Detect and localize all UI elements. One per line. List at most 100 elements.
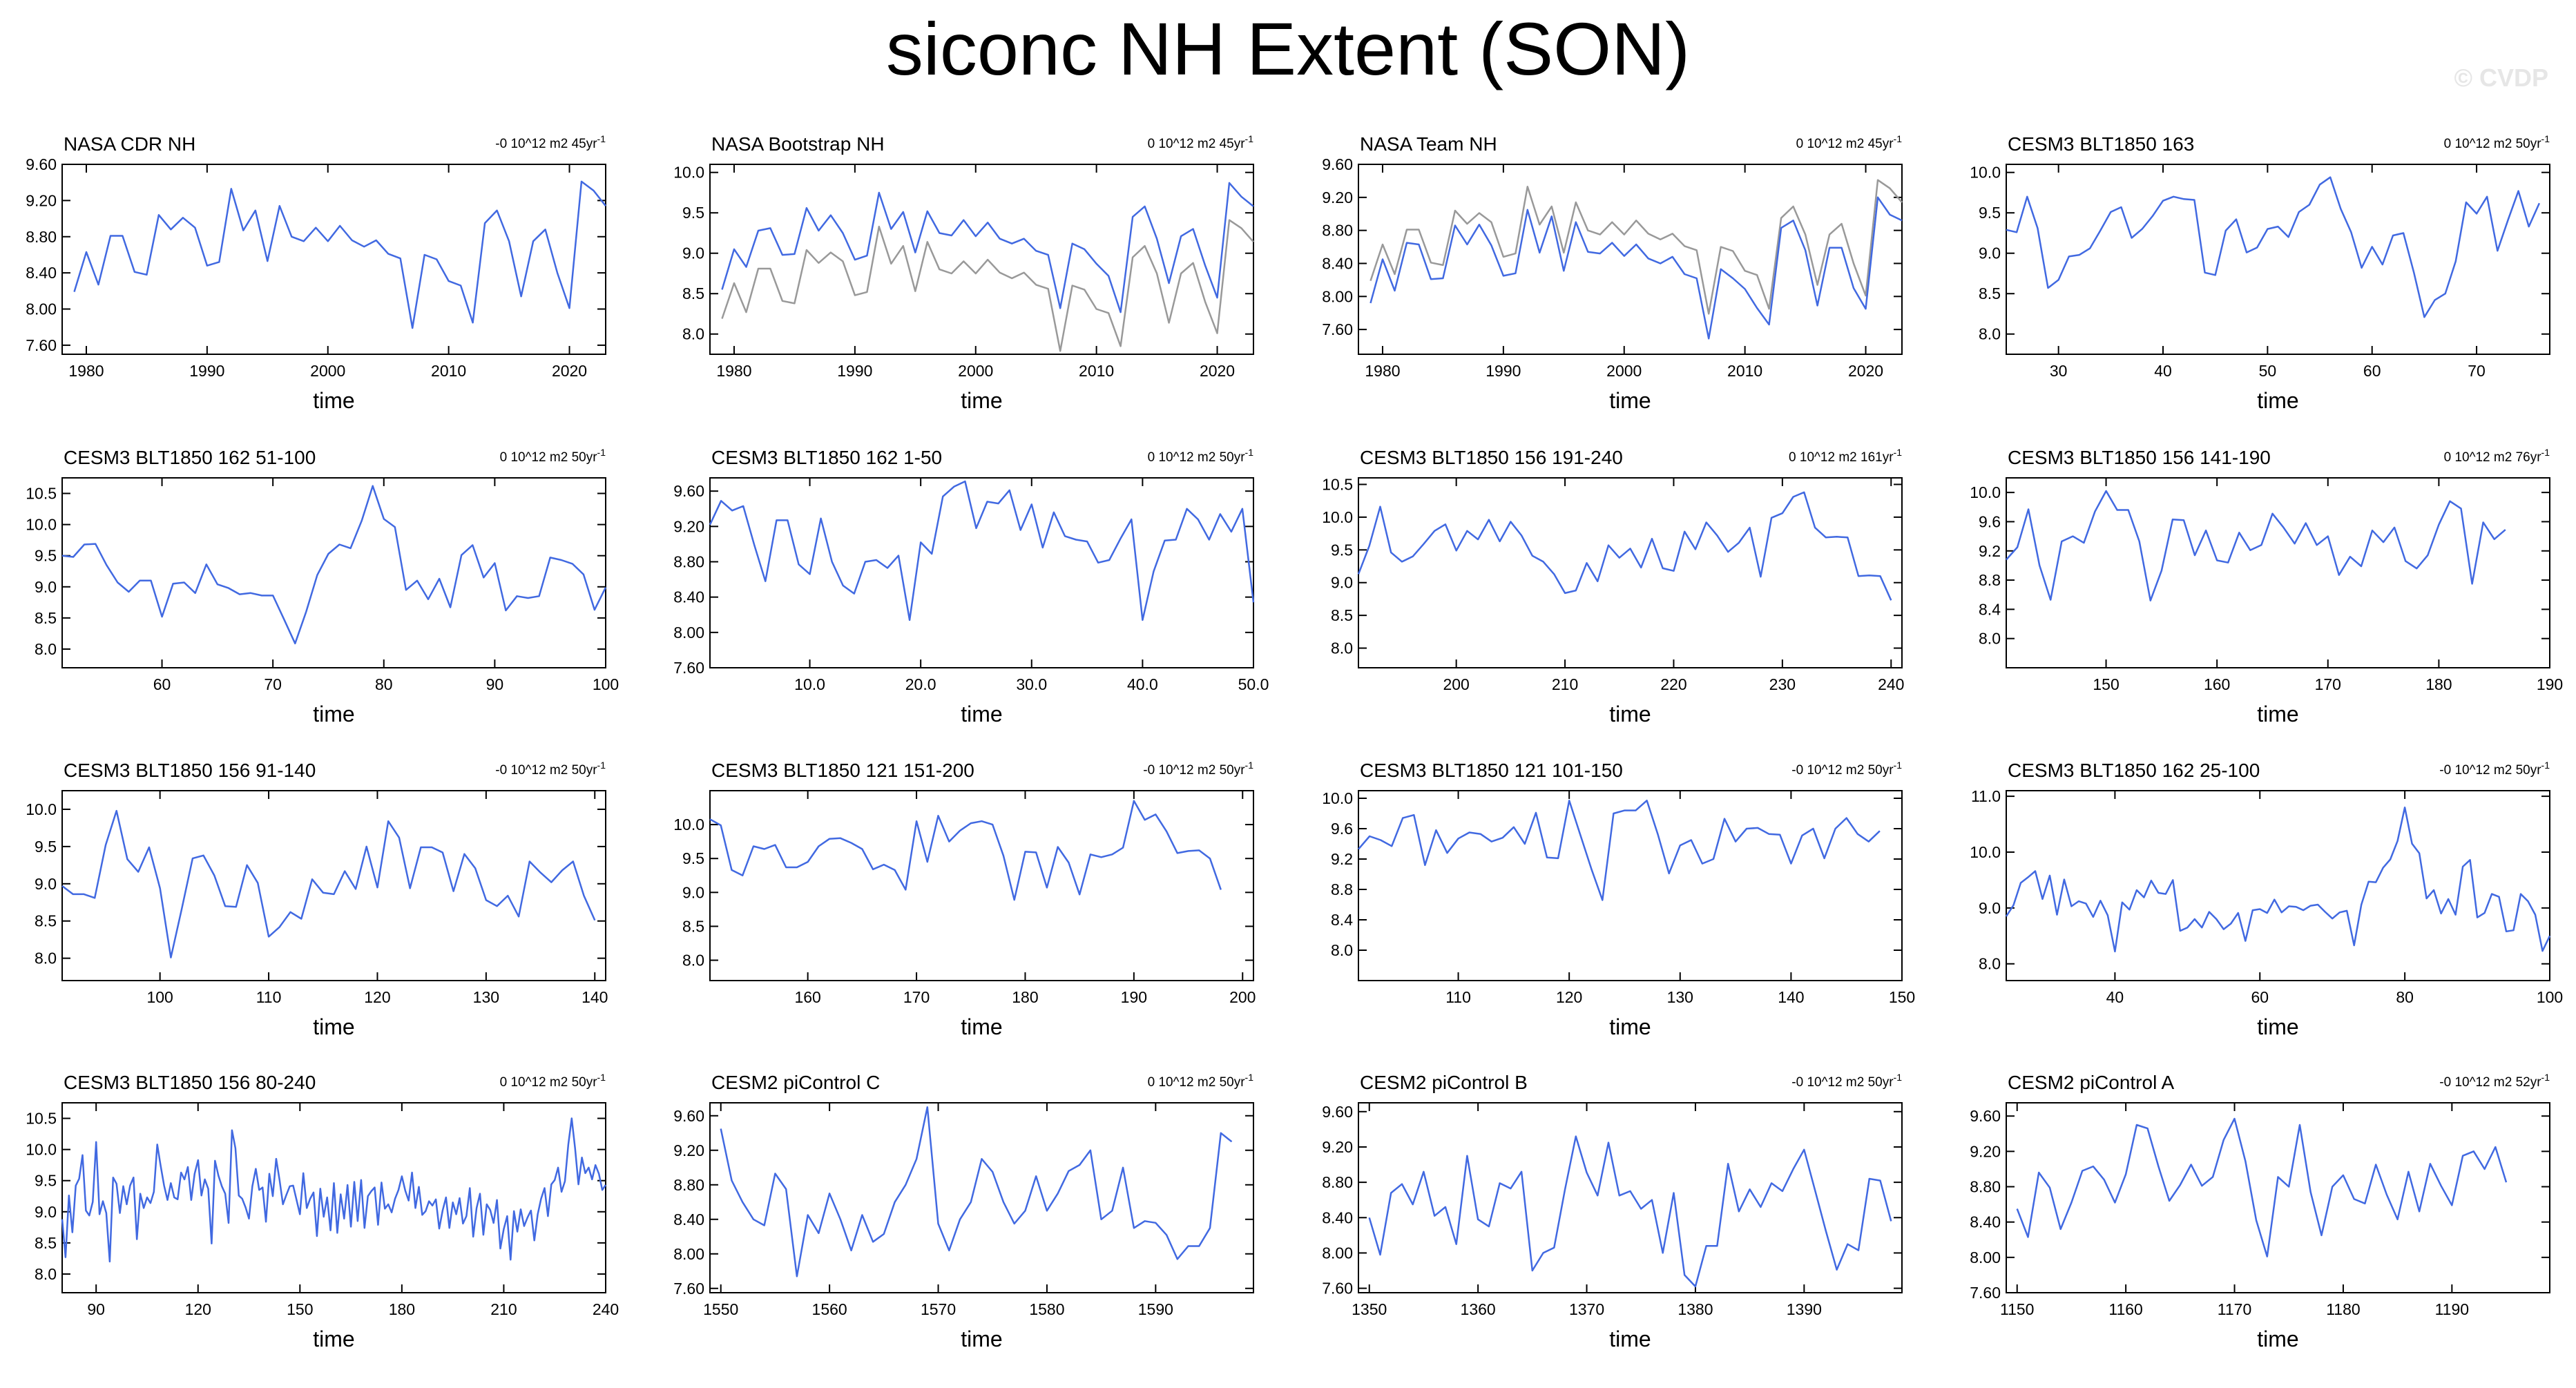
panel-5: CESM3 BLT1850 162 1-50 0 10^12 m2 50yr-1 7…: [673, 447, 1269, 726]
y-tick-label: 8.0: [1979, 955, 2001, 973]
x-tick-label: 40: [2154, 362, 2172, 380]
x-axis-label: time: [313, 702, 354, 726]
y-tick-label: 9.60: [26, 155, 57, 173]
y-tick-label: 8.0: [35, 640, 57, 658]
y-tick-label: 8.8: [1331, 880, 1353, 898]
series-line-0: [2006, 176, 2541, 318]
panel-4: CESM3 BLT1850 162 51-100 0 10^12 m2 50yr-…: [26, 447, 619, 726]
panel-trend-label: 0 10^12 m2 50yr-1: [1148, 447, 1254, 465]
x-tick-label: 180: [389, 1300, 415, 1318]
x-tick-label: 120: [1556, 988, 1582, 1006]
y-tick-label: 8.00: [1322, 1244, 1353, 1262]
panel-title: CESM3 BLT1850 162 25-100: [2008, 760, 2260, 781]
x-axis-label: time: [961, 388, 1002, 413]
y-tick-label: 10.0: [1322, 789, 1353, 807]
y-tick-label: 9.60: [1322, 155, 1353, 173]
x-axis-label: time: [961, 702, 1002, 726]
y-tick-label: 9.60: [673, 482, 704, 500]
panel-trend-label: 0 10^12 m2 45yr-1: [1148, 133, 1254, 151]
panel-trend-label: -0 10^12 m2 45yr-1: [495, 133, 606, 151]
panel-trend-label: 0 10^12 m2 76yr-1: [2444, 447, 2550, 465]
panel-title: CESM3 BLT1850 156 141-190: [2008, 447, 2271, 468]
y-tick-label: 8.40: [1322, 254, 1353, 272]
x-tick-label: 1160: [2108, 1300, 2142, 1318]
y-tick-label: 7.60: [673, 659, 704, 677]
panel-title: CESM3 BLT1850 162 1-50: [711, 447, 942, 468]
x-axis-label: time: [313, 388, 354, 413]
x-tick-label: 60: [153, 675, 171, 693]
panel-trend-label: -0 10^12 m2 50yr-1: [1791, 760, 1902, 778]
y-tick-label: 8.0: [1979, 325, 2001, 343]
x-tick-label: 140: [581, 988, 608, 1006]
series-line-0: [709, 480, 1255, 621]
x-tick-label: 1980: [716, 362, 751, 380]
y-tick-label: 9.0: [682, 244, 704, 262]
y-tick-label: 8.8: [1979, 571, 2001, 589]
y-tick-label: 7.60: [1322, 1280, 1353, 1298]
panel-title: NASA CDR NH: [64, 133, 195, 155]
panel-trend-label: -0 10^12 m2 52yr-1: [2439, 1072, 2550, 1090]
panel-2: NASA Team NH 0 10^12 m2 45yr-1 7.60 8.00 8.4…: [1322, 133, 1903, 413]
plot-frame: [1358, 477, 1903, 668]
y-tick-label: 9.5: [35, 838, 57, 856]
x-tick-label: 40: [2106, 988, 2124, 1006]
x-axis-label: time: [313, 1014, 354, 1039]
panel-title: CESM3 BLT1850 162 51-100: [64, 447, 316, 468]
x-tick-label: 1560: [812, 1300, 847, 1318]
x-axis-label: time: [2257, 702, 2298, 726]
x-tick-label: 50.0: [1238, 675, 1269, 693]
y-tick-label: 8.5: [35, 1234, 57, 1252]
x-axis-label: time: [961, 1327, 1002, 1351]
y-tick-label: 10.0: [26, 516, 57, 534]
panel-title: CESM3 BLT1850 156 80-240: [64, 1072, 316, 1093]
x-tick-label: 90: [486, 675, 504, 693]
x-tick-label: 130: [473, 988, 499, 1006]
x-tick-label: 220: [1660, 675, 1686, 693]
panel-trend-label: 0 10^12 m2 50yr-1: [1148, 1072, 1254, 1090]
y-tick-label: 9.0: [35, 1203, 57, 1221]
y-tick-label: 9.0: [35, 875, 57, 893]
x-tick-label: 30: [2050, 362, 2068, 380]
panel-9: CESM3 BLT1850 121 151-200 -0 10^12 m2 50y…: [673, 760, 1256, 1039]
y-tick-label: 10.0: [1970, 483, 2001, 501]
x-tick-label: 50: [2259, 362, 2277, 380]
y-tick-label: 9.5: [1331, 541, 1353, 559]
y-tick-label: 8.5: [682, 285, 704, 302]
panel-trend-label: -0 10^12 m2 50yr-1: [1143, 760, 1253, 778]
panel-13: CESM2 piControl C 0 10^12 m2 50yr-1 7.60 8.…: [673, 1072, 1254, 1351]
x-tick-label: 2020: [1848, 362, 1883, 380]
y-tick-label: 9.60: [673, 1107, 704, 1125]
x-tick-label: 190: [2537, 675, 2563, 693]
series-line-0: [1369, 196, 1903, 340]
series-line-0: [1368, 1135, 1892, 1288]
y-tick-label: 8.00: [1322, 287, 1353, 305]
x-tick-label: 2000: [1606, 362, 1642, 380]
series-line-0: [1358, 800, 1881, 901]
trend-exponent: -1: [597, 133, 606, 144]
y-tick-label: 10.0: [26, 800, 57, 818]
y-tick-label: 8.0: [35, 1265, 57, 1283]
y-tick-label: 8.40: [26, 264, 57, 282]
x-axis-label: time: [2257, 1327, 2298, 1351]
x-tick-label: 1980: [1365, 362, 1400, 380]
x-tick-label: 200: [1229, 988, 1256, 1006]
trend-exponent: -1: [1245, 760, 1254, 771]
x-tick-label: 120: [364, 988, 390, 1006]
y-tick-label: 8.5: [35, 609, 57, 627]
x-tick-label: 1350: [1352, 1300, 1387, 1318]
y-tick-label: 8.00: [1970, 1249, 2001, 1266]
x-tick-label: 100: [593, 675, 619, 693]
trend-exponent: -1: [1245, 447, 1254, 458]
plot-frame: [709, 164, 1254, 355]
series-line-0: [73, 180, 606, 329]
panel-7: CESM3 BLT1850 156 141-190 0 10^12 m2 76yr…: [1970, 447, 2563, 726]
panel-trend-label: -0 10^12 m2 50yr-1: [2439, 760, 2550, 778]
y-tick-label: 10.5: [26, 1110, 57, 1128]
y-tick-label: 7.60: [1322, 320, 1353, 338]
y-tick-label: 8.5: [1331, 606, 1353, 624]
panel-10: CESM3 BLT1850 121 101-150 -0 10^12 m2 50y…: [1322, 760, 1915, 1039]
x-tick-label: 70: [264, 675, 282, 693]
series-line-0: [720, 1106, 1233, 1278]
y-tick-label: 9.6: [1979, 512, 2001, 530]
